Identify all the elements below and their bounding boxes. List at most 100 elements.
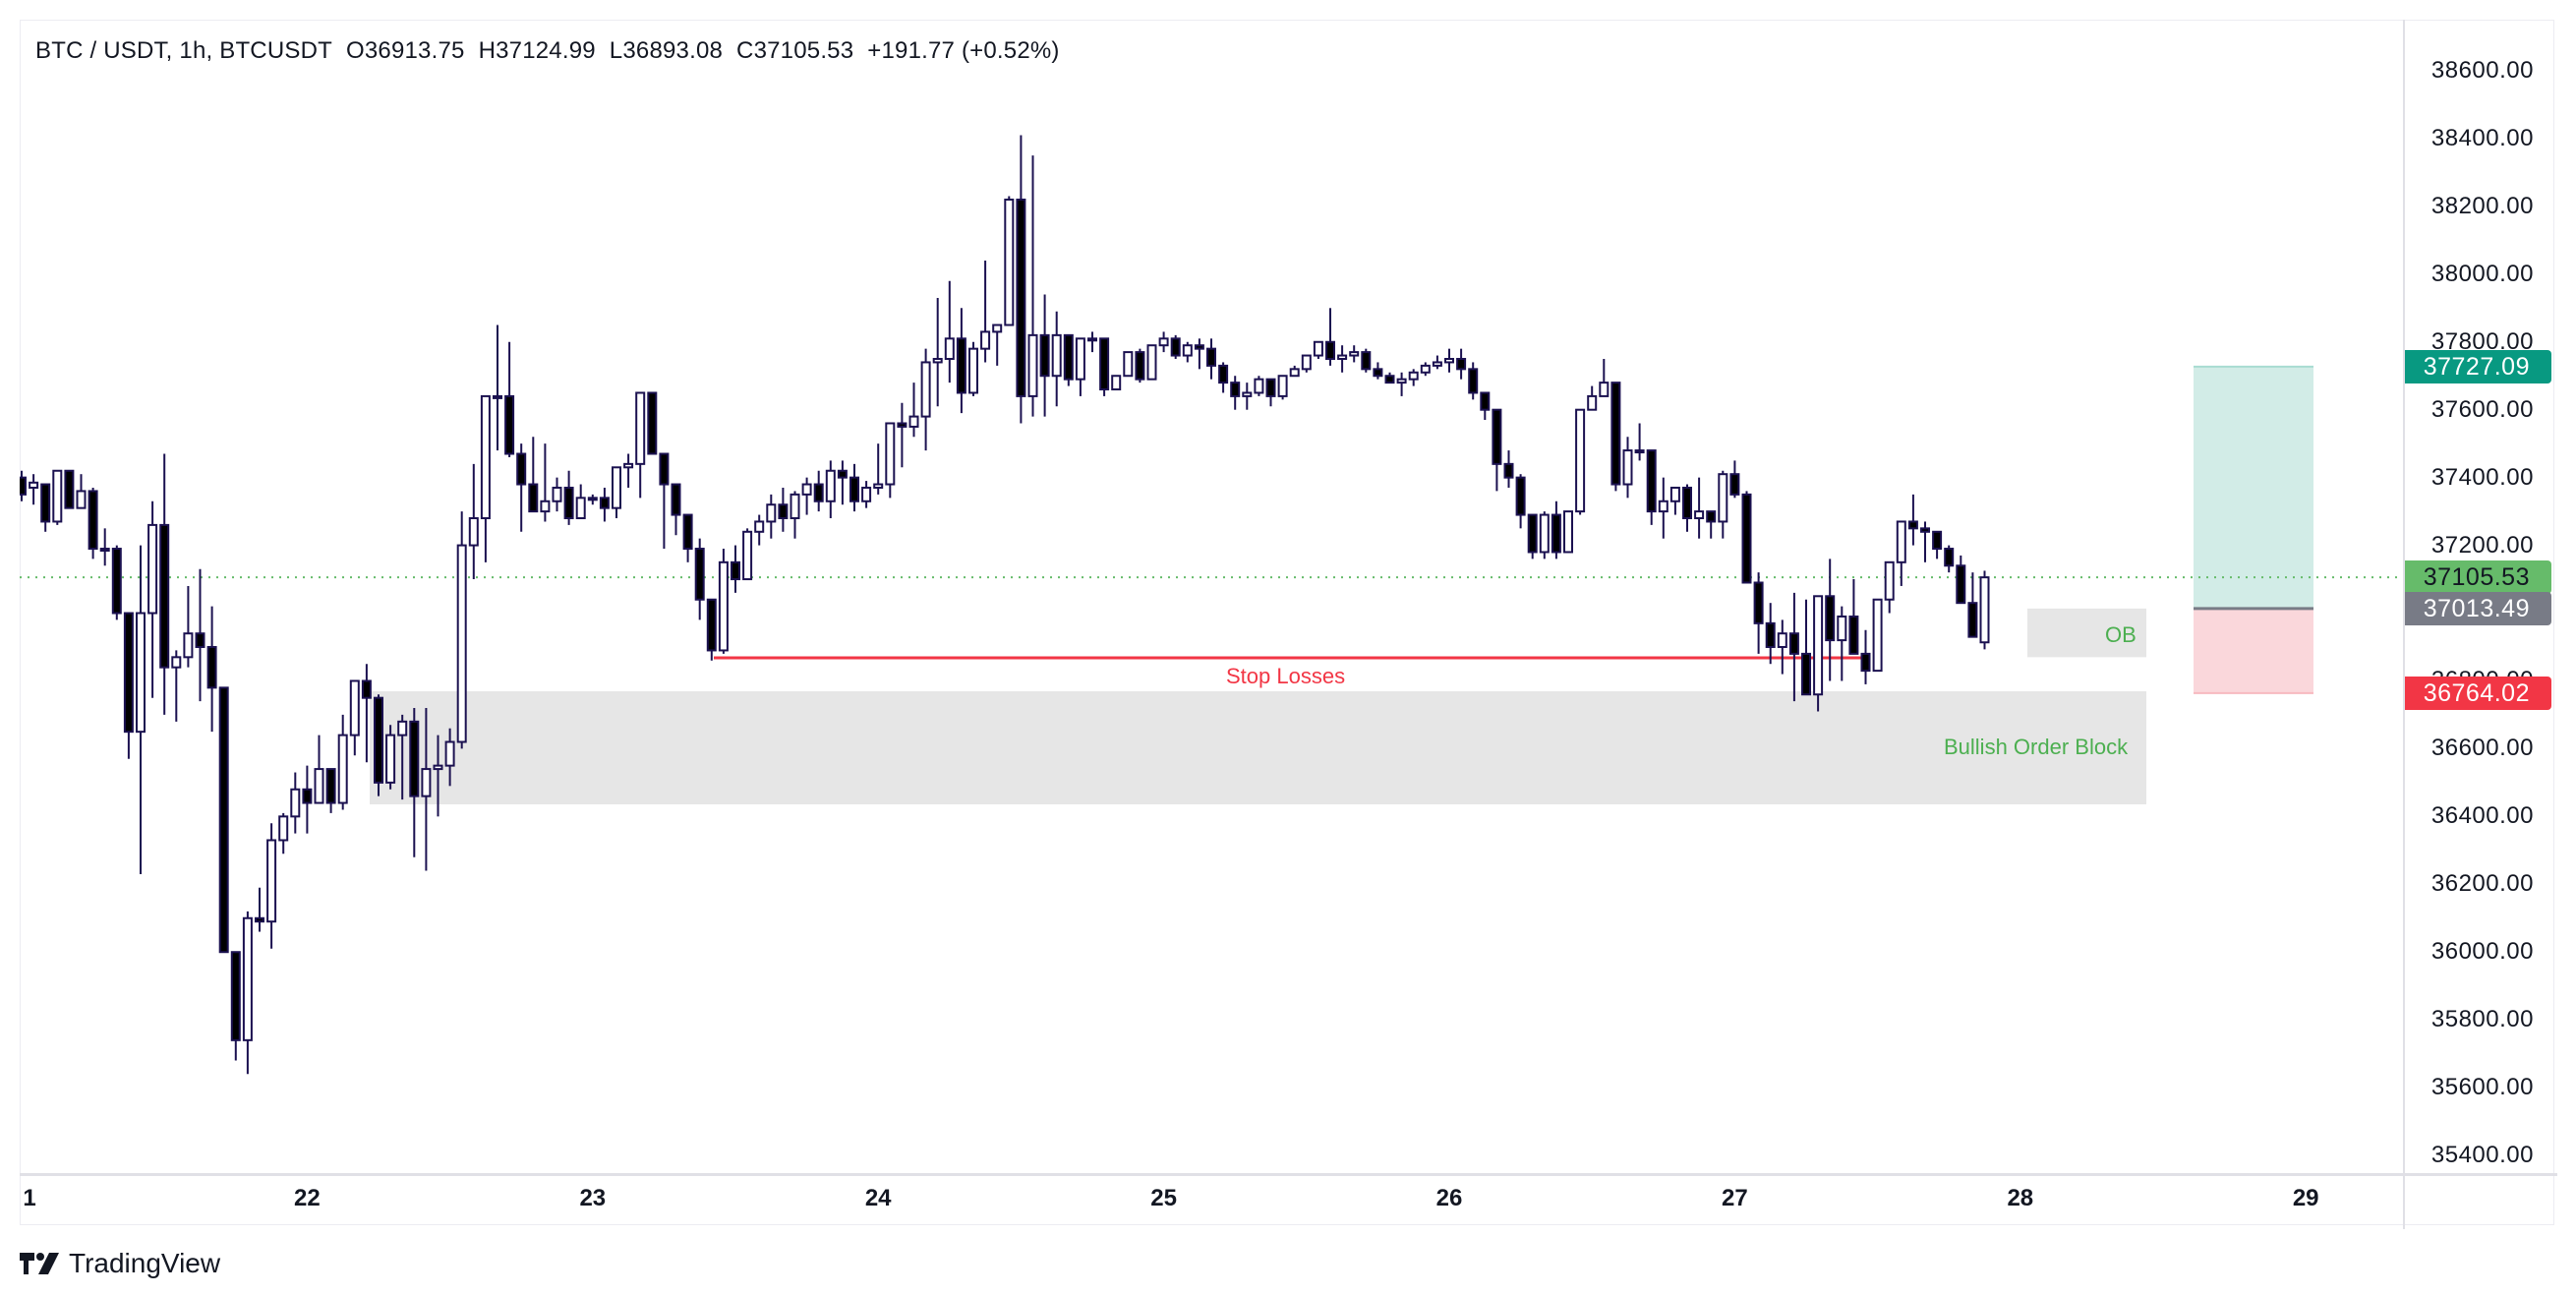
candle [361, 664, 372, 763]
candle [1432, 355, 1442, 370]
stop-losses-label: Stop Losses [1226, 664, 1346, 688]
candle [1039, 294, 1050, 417]
candle [206, 606, 217, 733]
candle [849, 463, 859, 512]
candle [944, 280, 955, 383]
stop-price-badge: 36764.02 [2405, 676, 2551, 710]
time-label: 26 [1435, 1185, 1463, 1211]
candle [801, 477, 812, 515]
candle [1170, 334, 1181, 359]
price-tick: 35600.00 [2430, 1074, 2534, 1101]
candle [885, 422, 896, 499]
candle [242, 911, 253, 1075]
candle [1706, 510, 1717, 539]
candle [1765, 603, 1776, 665]
candle [563, 470, 574, 525]
candle [1622, 437, 1633, 499]
candle [40, 483, 51, 532]
candle [1753, 572, 1764, 654]
candle [1337, 345, 1348, 373]
candle [528, 437, 539, 513]
candle [88, 487, 98, 560]
candle [1384, 372, 1395, 384]
ob-label: OB [2105, 622, 2137, 647]
candle [861, 481, 872, 508]
candle [136, 545, 146, 874]
candle [1087, 331, 1097, 353]
candle [1896, 520, 1906, 586]
candle [575, 484, 586, 520]
candle [433, 735, 443, 817]
candle [1741, 491, 1752, 584]
candle [1837, 606, 1847, 681]
bullish-order-block-zone [370, 691, 2146, 804]
candle [1230, 376, 1241, 410]
candle [1254, 376, 1264, 396]
candle [1872, 598, 1883, 673]
candle [1599, 358, 1610, 397]
candle [444, 728, 455, 787]
candle [337, 714, 348, 810]
candle [290, 772, 301, 834]
candle [718, 549, 729, 654]
candle [1694, 477, 1705, 539]
candle [1610, 382, 1621, 492]
time-label: 22 [294, 1185, 321, 1211]
candle [374, 694, 383, 796]
candle [647, 391, 658, 455]
price-axis[interactable]: 38600.00 38400.00 38200.00 38000.00 37800.00… [2403, 20, 2557, 1173]
candle [349, 679, 360, 756]
target-price-badge: 37727.09 [2405, 349, 2551, 383]
symbol-legend: BTC / USDT, 1h, BTCUSDT O36913.75 H37124.9… [35, 37, 1074, 65]
price-tick: 36400.00 [2430, 802, 2534, 830]
candle [1277, 375, 1288, 400]
time-label: 28 [2007, 1185, 2034, 1211]
price-tick: 38200.00 [2430, 192, 2534, 219]
candlestick-chart[interactable] [20, 20, 2403, 1173]
candle [1456, 348, 1467, 380]
candle [195, 568, 205, 702]
candle [255, 887, 264, 932]
candle [694, 538, 705, 620]
candle [980, 261, 991, 363]
candle [1480, 391, 1491, 421]
candle [813, 470, 824, 512]
candle [778, 487, 789, 532]
chart-pane[interactable] [20, 20, 2403, 1173]
candle [837, 460, 848, 505]
candle [1373, 362, 1383, 380]
time-axis[interactable] [20, 1173, 2403, 1229]
candle [1004, 196, 1015, 326]
time-label: 27 [1722, 1185, 1748, 1211]
candle [1979, 570, 1990, 650]
price-tick: 37200.00 [2430, 531, 2534, 559]
candle [1777, 619, 1787, 675]
entry-price-badge: 37013.49 [2405, 591, 2551, 625]
candle [1027, 155, 1038, 417]
candle [385, 725, 396, 790]
candle [1788, 592, 1799, 702]
candle [1051, 311, 1062, 407]
candle [731, 545, 740, 593]
candle [1075, 337, 1085, 396]
candle [29, 474, 39, 505]
candle [623, 453, 634, 488]
candle [314, 735, 324, 804]
candle [920, 348, 931, 451]
price-tick: 35400.00 [2430, 1142, 2534, 1169]
candle [754, 514, 765, 546]
candle [706, 598, 717, 661]
candle [1920, 521, 1930, 562]
candle [20, 470, 27, 501]
tradingview-logo[interactable]: TradingView [20, 1247, 220, 1280]
bullish-order-block-label: Bullish Order Block [1944, 735, 2129, 759]
symbol-title[interactable]: BTC / USDT, 1h, BTCUSDT [35, 37, 332, 64]
candle [790, 491, 800, 539]
price-tick: 37600.00 [2430, 395, 2534, 423]
candle [1158, 331, 1169, 353]
candle [1123, 351, 1134, 378]
time-label: 29 [2292, 1185, 2319, 1211]
candle [159, 453, 170, 715]
candle [1718, 470, 1728, 539]
candle [123, 612, 134, 759]
